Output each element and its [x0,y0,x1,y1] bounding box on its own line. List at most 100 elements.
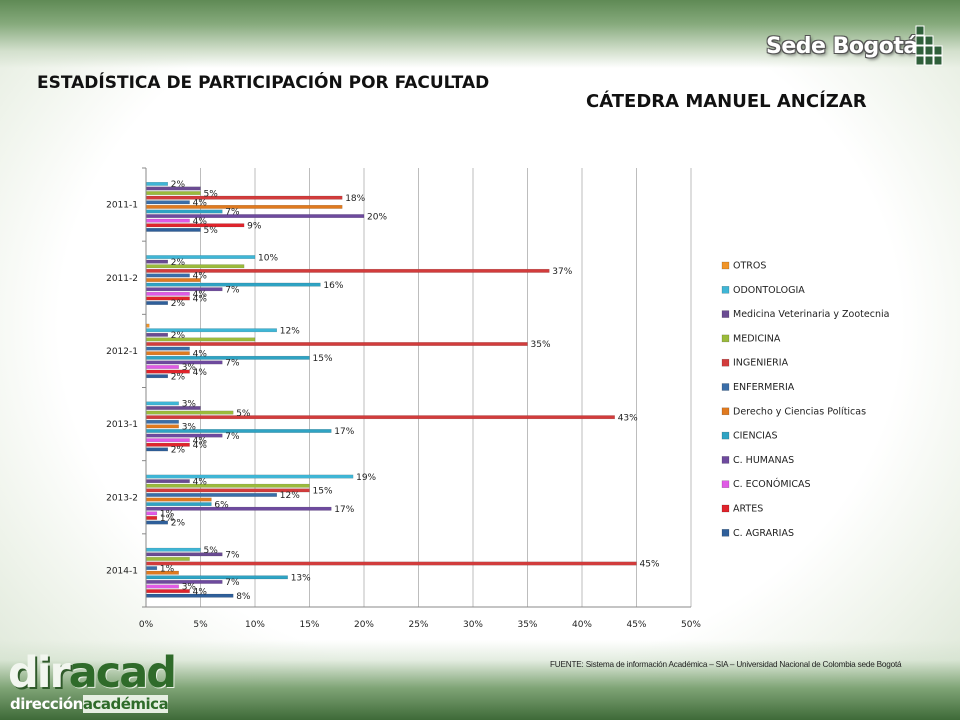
diracad-logo-main: diracad [8,648,177,698]
chart-axes: 0% 5% 10% 15% 20% 25% 30% 35% 40% 45% 50% 2011-1 201… [106,167,701,630]
x-tick-label: 20% [354,620,374,630]
legend-swatch [721,334,730,343]
bar [145,374,168,379]
data-label: 1% [160,510,175,520]
data-label: 7% [225,578,240,588]
data-label: 1% [160,514,175,524]
legend-swatch [721,261,730,270]
x-tick-label: 15% [299,620,319,630]
x-tick-label: 45% [626,620,646,630]
data-label: 4% [193,198,208,208]
legend-label: ENFERMERIA [733,382,795,393]
data-label: 4% [193,368,208,378]
legend-label: ODONTOLOGIA [733,285,805,296]
data-label: 4% [193,295,208,305]
bar [145,502,212,507]
data-label: 5% [204,546,219,556]
bar [145,200,190,205]
data-label: 12% [280,491,300,501]
category-label: 2011-2 [106,274,138,284]
bar [145,328,278,333]
bar [145,204,343,209]
bar [145,346,190,351]
bar [145,401,179,406]
data-label: 5% [204,189,219,199]
legend-label: MEDICINA [733,333,781,344]
bar [145,273,190,278]
data-label: 8% [236,592,251,602]
diracad-logo-sub: direcciónacadémica [10,695,169,713]
bar [145,424,179,429]
participation-bar-chart: 5% 9%4% 20%7%4% 18%5%2%2% 4%4% 7% 16%4% 37%2% 10… [106,167,889,630]
x-tick-label: 40% [572,620,592,630]
bar [145,214,365,218]
data-label: 4% [193,349,208,359]
data-label: 5% [236,409,251,419]
bar [145,255,256,259]
data-label: 3% [182,423,197,433]
bar [145,584,179,589]
bar [145,415,615,420]
data-label: 4% [193,272,208,282]
bar [145,365,179,369]
header-band [0,0,960,68]
bar [145,557,190,561]
data-label: 17% [334,505,354,515]
data-label: 3% [182,363,197,373]
chart-grid [145,168,692,607]
category-label: 2013-2 [106,493,138,503]
bar [145,351,190,356]
bar [145,483,310,488]
data-label: 19% [356,473,376,483]
bar [145,181,168,186]
bar [145,516,158,520]
bar [145,218,190,223]
data-label: 12% [280,326,300,336]
data-label: 45% [640,560,660,570]
bar [145,264,245,269]
data-label: 3% [182,400,197,410]
data-label: 20% [367,212,387,222]
data-label: 3% [182,583,197,593]
bar [145,575,288,580]
bar [145,438,190,443]
bar [145,209,223,214]
legend-label: ARTES [733,504,763,515]
bar [145,291,190,296]
bar [145,511,158,516]
legend-swatch [721,431,730,440]
bar [145,419,179,424]
data-label: 4% [193,436,208,446]
bar [145,227,201,232]
sede-bogota-logo-text: Sede Bogotá [766,34,918,59]
data-label: 2% [171,180,186,190]
legend-swatch [721,504,730,513]
chart-data-labels: 5% 9%4% 20%7%4% 18%5%2%2% 4%4% 7% 16%4% 37%2% 10… [160,180,660,602]
bar [145,547,201,552]
sede-bogota-logo: Sede Bogotá [766,24,948,68]
bar [145,497,212,502]
legend-swatch [721,456,730,464]
data-label: 2% [171,372,186,382]
legend-swatch [721,383,730,391]
legend-label: C. HUMANAS [733,455,794,466]
data-label: 9% [247,221,262,231]
chart-legend: OTROS ODONTOLOGIA Medicina Veterinaria y Z… [721,261,889,539]
category-label: 2011-1 [106,201,138,211]
diracad-logo: diracad direcciónacadémica [8,652,198,716]
x-tick-label: 25% [408,620,428,630]
x-tick-label: 35% [517,620,537,630]
data-label: 13% [291,574,311,584]
bar [145,566,158,571]
legend-label: C. ECONÓMICAS [733,478,811,490]
bar [145,410,234,415]
legend-swatch [721,480,730,488]
page-title: ESTADÍSTICA DE PARTICIPACIÓN POR FACULTA… [37,73,490,93]
x-tick-label: 5% [193,620,208,630]
x-tick-label: 10% [245,620,265,630]
legend-swatch [721,358,730,367]
legend-label: CIENCIAS [733,431,778,442]
data-label: 2% [171,331,186,341]
data-label: 2% [171,299,186,309]
legend-swatch [721,529,730,537]
